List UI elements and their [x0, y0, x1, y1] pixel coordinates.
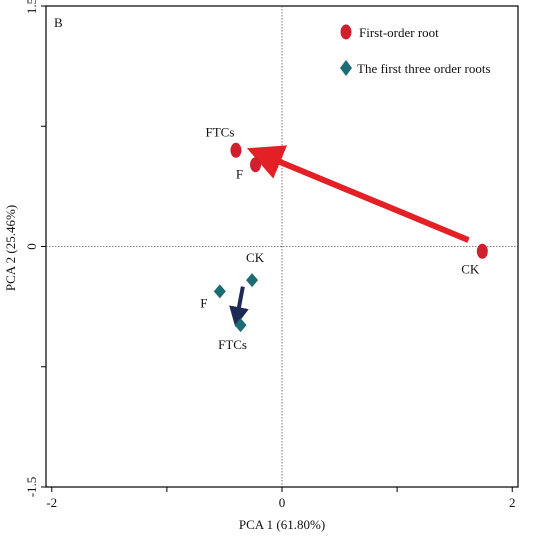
- legend: First-order root The first three order r…: [340, 24, 491, 76]
- x-tick-label: -2: [46, 495, 57, 510]
- point-circle-f: [250, 157, 262, 173]
- y-tick-label: -1.5: [24, 477, 39, 498]
- point-label: F: [200, 295, 207, 310]
- x-axis-label: PCA 1 (61.80%): [239, 517, 325, 532]
- trajectory-arrows: [229, 145, 470, 327]
- y-tick-label: 0: [24, 243, 39, 250]
- point-label: FTCs: [205, 124, 234, 139]
- y-tick-label: 1.5: [24, 0, 39, 14]
- point-diamond-ck: [246, 273, 259, 288]
- point-label: CK: [461, 261, 480, 276]
- x-tick-label: 0: [279, 495, 286, 510]
- point-diamond-ftcs: [234, 318, 247, 333]
- point-label: CK: [246, 250, 265, 265]
- point-diamond-f: [213, 284, 226, 299]
- y-axis-label: PCA 2 (25.46%): [3, 205, 18, 291]
- arrow-first-order: [246, 145, 470, 243]
- legend-label-series-2: The first three order roots: [357, 61, 491, 76]
- point-circle-ftcs: [230, 142, 242, 158]
- point-label: FTCs: [218, 337, 247, 352]
- panel-label: B: [54, 15, 63, 30]
- legend-marker-diamond: [340, 60, 352, 76]
- x-tick-label: 2: [509, 495, 516, 510]
- data-points: FTCs F CK CK F FTCs: [200, 124, 488, 352]
- axis-ticks: -2 0 2 -1.5 0 1.5: [24, 0, 515, 510]
- legend-marker-circle: [340, 24, 352, 40]
- legend-label-series-1: First-order root: [359, 25, 439, 40]
- point-circle-ck: [476, 243, 488, 259]
- point-label: F: [236, 167, 243, 182]
- arrow-three-order: [229, 286, 249, 327]
